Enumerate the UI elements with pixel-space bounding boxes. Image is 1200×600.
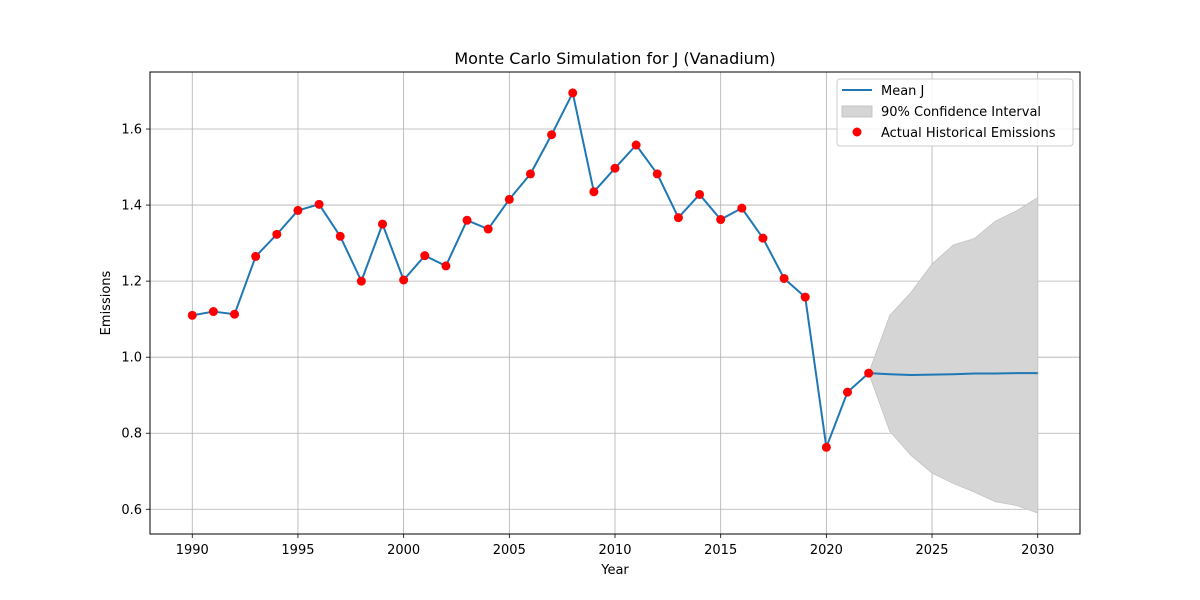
- y-tick-label: 0.8: [121, 427, 142, 442]
- x-tick-label: 1995: [281, 543, 314, 558]
- confidence-band: [868, 196, 1039, 514]
- actual-point: [652, 169, 662, 179]
- y-axis-label: Emissions: [99, 270, 114, 335]
- legend-box: [836, 78, 1074, 147]
- actual-point: [631, 140, 641, 150]
- actual-point: [568, 88, 578, 98]
- confidence-interval: [868, 196, 1039, 514]
- actual-point: [716, 215, 726, 225]
- chart-title: Monte Carlo Simulation for J (Vanadium): [454, 49, 775, 68]
- actual-points: [187, 88, 874, 452]
- x-tick-label: 2005: [493, 543, 526, 558]
- actual-point: [779, 273, 789, 283]
- actual-point: [230, 309, 240, 319]
- actual-point: [525, 169, 535, 179]
- y-axis: 0.6 0.8 1.0 1.2 1.4 1.6: [121, 123, 150, 518]
- legend-marker-swatch: [852, 127, 862, 137]
- x-axis-label: Year: [600, 563, 629, 578]
- actual-point: [314, 199, 324, 209]
- actual-point: [695, 189, 705, 199]
- legend-label-ci: 90% Confidence Interval: [881, 105, 1041, 120]
- actual-point: [737, 203, 747, 213]
- actual-point: [547, 130, 557, 140]
- actual-point: [272, 229, 282, 239]
- x-tick-label: 2000: [387, 543, 420, 558]
- legend-label-mean: Mean J: [881, 84, 924, 99]
- actual-point: [356, 276, 366, 286]
- x-tick-label: 2020: [810, 543, 843, 558]
- legend-patch-swatch: [841, 105, 873, 118]
- actual-point: [610, 163, 620, 173]
- actual-point: [673, 213, 683, 223]
- actual-point: [589, 187, 599, 197]
- y-tick-label: 1.2: [121, 275, 142, 290]
- y-tick-label: 0.6: [121, 503, 142, 518]
- actual-point: [441, 261, 451, 271]
- y-tick-label: 1.0: [121, 351, 142, 366]
- actual-point: [504, 194, 514, 204]
- actual-point: [251, 251, 261, 261]
- actual-point: [420, 251, 430, 261]
- actual-point: [864, 368, 874, 378]
- actual-point: [399, 275, 409, 285]
- actual-point: [335, 231, 345, 241]
- actual-point: [483, 224, 493, 234]
- x-tick-label: 2030: [1021, 543, 1054, 558]
- actual-point: [208, 307, 218, 317]
- legend: Mean J 90% Confidence Interval Actual Hi…: [836, 78, 1074, 147]
- x-tick-label: 2010: [598, 543, 631, 558]
- actual-point: [843, 387, 852, 397]
- actual-point: [758, 233, 768, 243]
- x-tick-label: 2025: [915, 543, 948, 558]
- actual-point: [293, 205, 303, 215]
- actual-point: [462, 215, 472, 225]
- x-tick-label: 2015: [704, 543, 737, 558]
- actual-point: [187, 310, 197, 320]
- actual-point: [800, 292, 810, 302]
- y-tick-label: 1.4: [121, 199, 142, 214]
- y-tick-label: 1.6: [121, 123, 142, 138]
- legend-label-actual: Actual Historical Emissions: [881, 126, 1056, 141]
- actual-point: [821, 442, 831, 452]
- actual-point: [378, 219, 387, 229]
- x-tick-label: 1990: [176, 543, 209, 558]
- x-axis: 1990 1995 2000 2005 2010 2015 2020 2025 2030: [176, 534, 1054, 558]
